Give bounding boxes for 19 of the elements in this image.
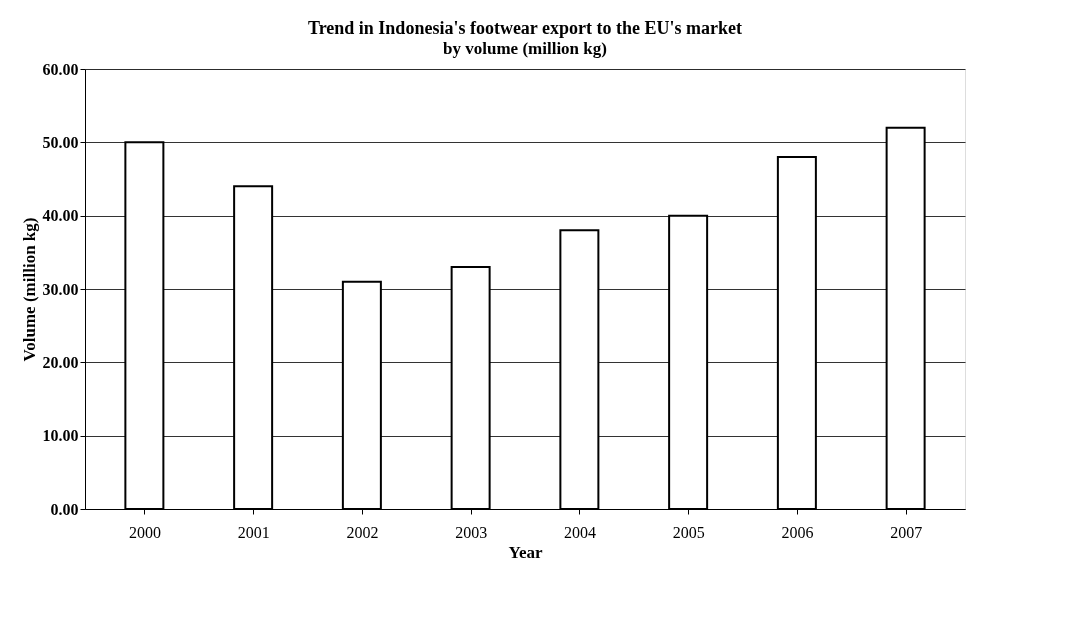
x-tick-label: 2003 [455,523,488,541]
x-tick-label: 2007 [890,523,923,541]
y-tick-label: 40.00 [42,207,79,225]
x-tick-label: 2000 [128,523,161,541]
y-tick-label: 60.00 [42,60,79,78]
x-tick-label: 2002 [346,523,379,541]
chart-subtitle: by volume (million kg) [443,39,607,58]
x-axis-title: Year [508,542,543,562]
x-tick-label: 2001 [237,523,270,541]
y-tick-label: 30.00 [42,280,79,298]
y-tick-label: 10.00 [42,427,79,445]
y-axis-title: Volume (million kg) [19,217,39,362]
x-tick-label: 2005 [672,523,705,541]
y-tick-label: 50.00 [42,133,79,151]
chart-title: Trend in Indonesia's footwear export to the EU's market [308,18,742,38]
x-tick-label: 2006 [781,523,814,541]
x-tick-label: 2004 [563,523,596,541]
y-tick-label: 0.00 [50,500,79,518]
y-tick-label: 20.00 [42,353,79,371]
